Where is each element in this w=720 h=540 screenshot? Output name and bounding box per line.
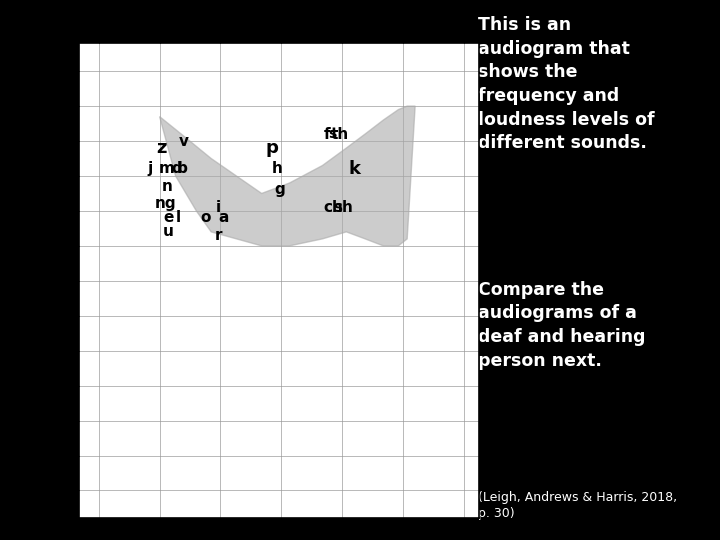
Text: sh: sh [333, 200, 353, 215]
Text: b: b [177, 161, 188, 177]
Text: s: s [329, 127, 337, 141]
Text: m: m [159, 161, 175, 177]
Text: ng: ng [155, 197, 176, 212]
Text: (Leigh, Andrews & Harris, 2018,
p. 30): (Leigh, Andrews & Harris, 2018, p. 30) [477, 491, 677, 521]
Polygon shape [160, 106, 415, 246]
X-axis label: PITCH (CYCLES PER SECOND): PITCH (CYCLES PER SECOND) [182, 7, 376, 20]
Text: i: i [216, 200, 221, 215]
Text: k: k [348, 160, 360, 178]
Text: d: d [171, 161, 182, 177]
Text: j: j [148, 161, 153, 177]
Y-axis label: HEARING LOSS (DECIBELS): HEARING LOSS (DECIBELS) [34, 203, 43, 359]
Text: ch: ch [324, 200, 343, 215]
Text: n: n [161, 179, 173, 194]
Text: This is an
audiogram that
shows the
frequency and
loudness levels of
different s: This is an audiogram that shows the freq… [477, 16, 654, 152]
Text: h: h [272, 161, 283, 177]
Text: g: g [274, 183, 285, 198]
Text: u: u [163, 225, 174, 239]
Text: o: o [200, 211, 210, 225]
Text: f: f [323, 126, 330, 141]
Text: l: l [176, 211, 181, 225]
Text: z: z [156, 139, 166, 157]
Text: e: e [163, 211, 174, 225]
Text: Compare the
audiograms of a
deaf and hearing
person next.: Compare the audiograms of a deaf and hea… [477, 281, 645, 369]
Text: a: a [219, 211, 229, 225]
Text: r: r [215, 228, 222, 243]
Text: v: v [179, 133, 189, 148]
Text: p: p [266, 139, 279, 157]
Text: th: th [330, 126, 348, 141]
